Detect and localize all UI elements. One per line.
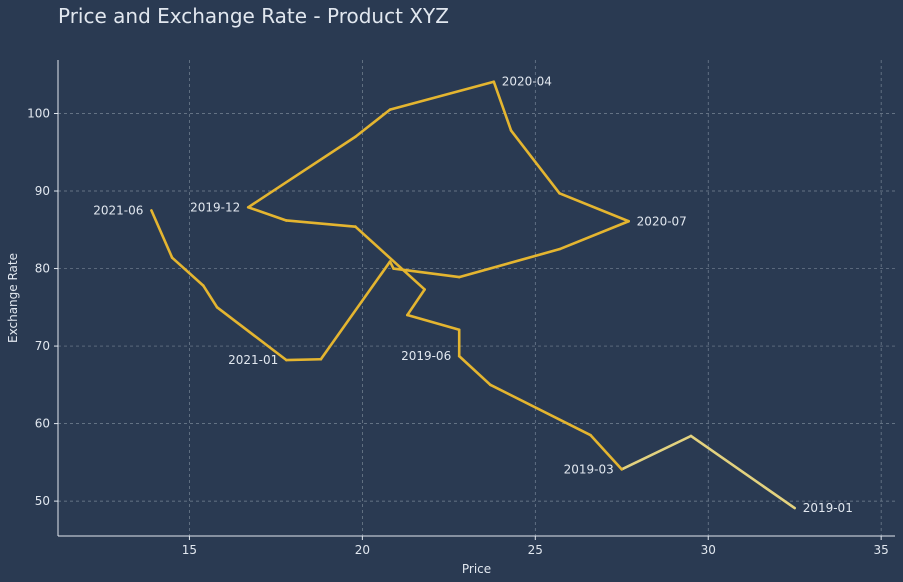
annotation-label-2020-07: 2020-07 [637,214,687,228]
series-0-segment-6 [406,313,461,332]
annotation-label-2019-12: 2019-12 [190,200,240,214]
series-0-segment-4 [457,354,492,387]
y-tick-label-0: 50 [35,494,50,508]
series-0-segment-13 [388,80,496,111]
series-lines [150,80,796,510]
series-0-segment-2 [589,433,624,471]
series-0-segment-11 [246,135,357,209]
series-0-segment-25 [170,256,205,287]
series-0-segment-15 [509,129,561,195]
tick-labels: 15 20 25 30 35 50 60 70 80 90 100 [27,106,889,557]
annotation-label-2019-06: 2019-06 [401,349,451,363]
series-0-segment-23 [215,306,288,362]
x-tick-label-4: 35 [874,543,889,557]
series-0-segment-1 [620,434,693,471]
series-0-segment-17 [558,219,630,251]
annotation-label-2019-03: 2019-03 [564,462,614,476]
x-tick-label-1: 20 [355,543,370,557]
grid-lines [58,60,895,536]
series-0-segment-3 [489,383,592,437]
axes [57,60,895,537]
y-tick-label-1: 60 [35,417,50,431]
y-axis-label: Exchange Rate [6,253,20,343]
series-0-segment-7 [406,288,426,317]
series-0-segment-16 [558,192,630,223]
annotation-label-2021-01: 2021-01 [228,353,278,367]
series-0-segment-8 [354,225,426,291]
x-tick-label-0: 15 [182,543,197,557]
y-tick-label-5: 100 [27,106,50,120]
chart-title: Price and Exchange Rate - Product XYZ [58,4,449,28]
series-0-segment-24 [201,284,219,309]
x-tick-label-3: 30 [701,543,716,557]
series-0-segment-10 [246,205,288,222]
series-0-segment-9 [284,219,357,228]
series-0-segment-19 [392,267,461,279]
series-0-segment-12 [354,108,392,139]
y-tick-label-2: 70 [35,339,50,353]
annotation-label-2021-06: 2021-06 [93,203,143,217]
series-0-segment-21 [319,260,392,361]
x-axis-label: Price [462,562,491,576]
annotation-label-2019-01: 2019-01 [803,501,853,515]
series-0-segment-0 [689,434,796,510]
series-0-segment-22 [284,357,323,362]
y-tick-label-4: 90 [35,184,50,198]
x-tick-label-2: 25 [528,543,543,557]
series-0-segment-26 [150,209,174,259]
series-0-segment-14 [492,80,513,132]
annotations: 2019-01 2019-03 2019-06 2019-12 2020-04 2020-… [93,75,853,515]
series-0-segment-18 [457,247,561,279]
annotation-label-2020-04: 2020-04 [502,75,552,89]
y-tick-label-3: 80 [35,262,50,276]
